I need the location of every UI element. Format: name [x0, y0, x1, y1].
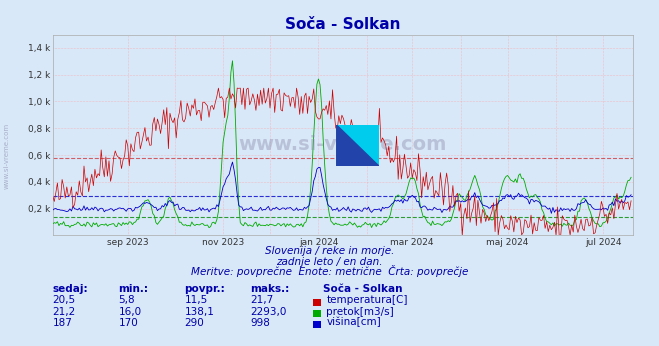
Text: 290: 290 [185, 318, 204, 328]
Text: povpr.:: povpr.: [185, 284, 225, 294]
Polygon shape [336, 125, 379, 166]
Text: 21,7: 21,7 [250, 295, 273, 306]
Text: 5,8: 5,8 [119, 295, 135, 306]
Text: www.si-vreme.com: www.si-vreme.com [3, 122, 9, 189]
Text: sedaj:: sedaj: [53, 284, 88, 294]
Text: temperatura[C]: temperatura[C] [326, 295, 408, 306]
Text: 138,1: 138,1 [185, 307, 214, 317]
Text: 2293,0: 2293,0 [250, 307, 287, 317]
Title: Soča - Solkan: Soča - Solkan [285, 17, 401, 32]
Text: Slovenija / reke in morje.: Slovenija / reke in morje. [265, 246, 394, 256]
Text: 998: 998 [250, 318, 270, 328]
Text: višina[cm]: višina[cm] [326, 317, 381, 328]
Text: zadnje leto / en dan.: zadnje leto / en dan. [276, 257, 383, 267]
Text: Soča - Solkan: Soča - Solkan [323, 284, 403, 294]
Text: 16,0: 16,0 [119, 307, 142, 317]
Text: 21,2: 21,2 [53, 307, 76, 317]
Text: pretok[m3/s]: pretok[m3/s] [326, 307, 394, 317]
Text: www.si-vreme.com: www.si-vreme.com [239, 136, 447, 154]
Text: 11,5: 11,5 [185, 295, 208, 306]
Text: 170: 170 [119, 318, 138, 328]
Text: 20,5: 20,5 [53, 295, 76, 306]
Text: Meritve: povprečne  Enote: metrične  Črta: povprečje: Meritve: povprečne Enote: metrične Črta:… [191, 265, 468, 277]
Text: min.:: min.: [119, 284, 149, 294]
Polygon shape [336, 125, 379, 166]
Text: maks.:: maks.: [250, 284, 290, 294]
Polygon shape [336, 125, 379, 166]
Text: 187: 187 [53, 318, 72, 328]
